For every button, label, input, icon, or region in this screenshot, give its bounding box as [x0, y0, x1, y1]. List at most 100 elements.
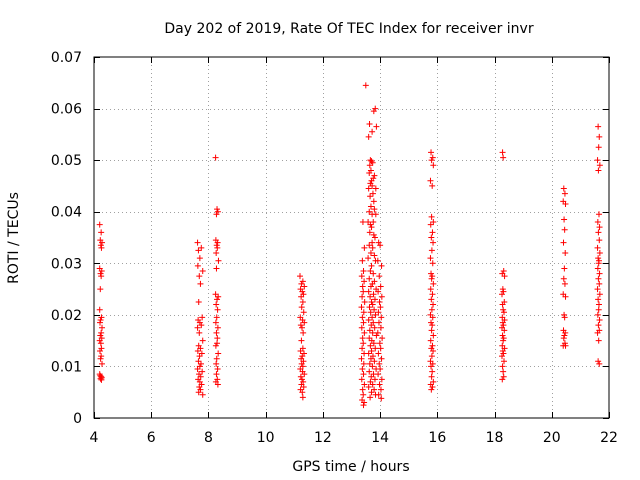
data-point	[376, 360, 383, 367]
data-point	[561, 314, 568, 321]
data-point	[500, 350, 507, 357]
data-point	[375, 239, 382, 246]
data-point	[561, 265, 568, 272]
data-point	[369, 314, 376, 321]
data-point	[214, 340, 221, 347]
data-point	[196, 319, 203, 326]
data-point	[214, 366, 221, 373]
data-point	[378, 395, 385, 402]
data-point	[366, 229, 373, 236]
data-point	[367, 268, 374, 275]
x-tick-label: 6	[147, 430, 156, 446]
data-point	[197, 280, 204, 287]
data-point	[370, 198, 377, 205]
data-point	[430, 332, 437, 339]
data-point	[199, 314, 206, 321]
data-point	[299, 363, 306, 370]
data-point	[595, 211, 602, 218]
data-point	[368, 373, 375, 380]
data-point	[379, 335, 386, 342]
data-point	[366, 170, 373, 177]
data-point	[428, 327, 435, 334]
data-point	[370, 291, 377, 298]
data-point	[377, 366, 384, 373]
data-point	[301, 283, 308, 290]
data-point	[366, 162, 373, 169]
data-point	[358, 304, 365, 311]
y-tick-label: 0	[73, 411, 82, 427]
x-tick-label: 4	[90, 430, 99, 446]
data-point	[367, 394, 374, 401]
data-point	[498, 353, 505, 360]
data-point	[98, 345, 105, 352]
data-point	[365, 384, 372, 391]
data-point	[195, 389, 202, 396]
data-point	[501, 327, 508, 334]
data-point	[298, 360, 305, 367]
data-point	[376, 273, 383, 280]
data-point	[430, 219, 437, 226]
data-point	[428, 373, 435, 380]
data-point	[99, 360, 106, 367]
data-point	[366, 275, 373, 282]
data-point	[369, 280, 376, 287]
data-point	[375, 319, 382, 326]
data-point	[429, 384, 436, 391]
data-point	[214, 208, 221, 215]
data-point	[378, 262, 385, 269]
data-point	[297, 347, 304, 354]
data-point	[214, 324, 221, 331]
x-tick-label: 20	[543, 430, 561, 446]
data-point	[374, 257, 381, 264]
data-point	[500, 335, 507, 342]
data-point	[196, 273, 203, 280]
data-point	[98, 376, 105, 383]
data-point	[595, 229, 602, 236]
data-point	[428, 296, 435, 303]
data-point	[430, 301, 437, 308]
data-point	[199, 368, 206, 375]
data-point	[427, 337, 434, 344]
data-point	[301, 371, 308, 378]
data-point	[595, 123, 602, 130]
data-point	[366, 360, 373, 367]
data-point	[214, 306, 221, 313]
data-point	[378, 376, 385, 383]
data-point	[96, 221, 103, 228]
data-point	[595, 260, 602, 267]
x-tick-label: 14	[371, 430, 389, 446]
data-point	[561, 280, 568, 287]
y-tick-label: 0.03	[51, 256, 82, 272]
data-point	[594, 157, 601, 164]
data-point	[368, 389, 375, 396]
data-point	[198, 244, 205, 251]
data-point	[212, 154, 219, 161]
data-point	[195, 298, 202, 305]
data-point	[428, 275, 435, 282]
data-point	[372, 185, 379, 192]
data-point	[429, 291, 436, 298]
data-point	[375, 350, 382, 357]
data-point	[360, 288, 367, 295]
data-point	[297, 322, 304, 329]
data-point	[371, 306, 378, 313]
x-tick-label: 16	[428, 430, 446, 446]
data-point	[377, 242, 384, 249]
data-point	[371, 172, 378, 179]
data-point	[199, 391, 206, 398]
data-point	[372, 311, 379, 318]
data-point	[367, 309, 374, 316]
data-point	[560, 275, 567, 282]
data-point	[500, 358, 507, 365]
data-point	[213, 314, 220, 321]
data-point	[369, 190, 376, 197]
data-point	[360, 360, 367, 367]
data-point	[371, 296, 378, 303]
data-point	[213, 329, 220, 336]
data-point	[500, 309, 507, 316]
data-point	[372, 345, 379, 352]
data-point	[378, 293, 385, 300]
data-point	[97, 317, 104, 324]
x-tick-labels: 4 6 8 10 12 14 16 18 20 22	[90, 430, 618, 446]
data-point	[366, 242, 373, 249]
